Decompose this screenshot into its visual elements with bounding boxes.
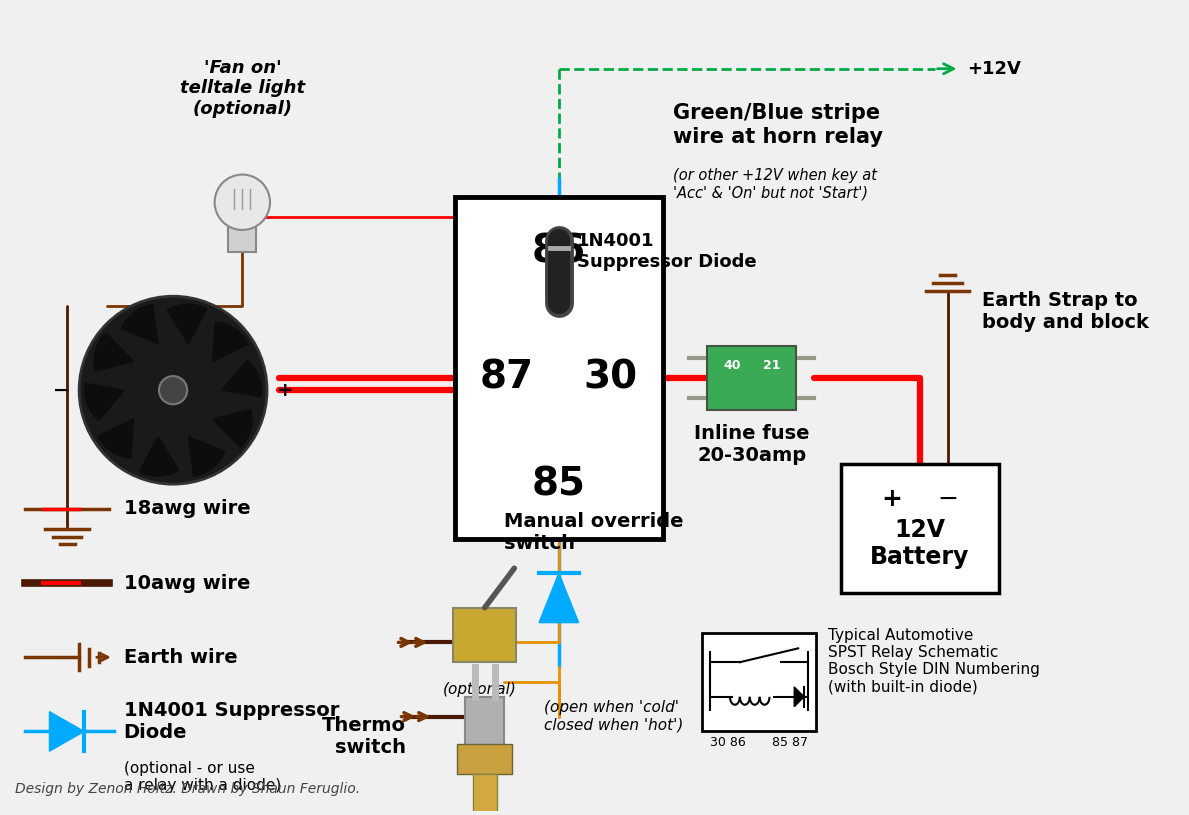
Text: (or other +12V when key at
'Acc' & 'On' but not 'Start'): (or other +12V when key at 'Acc' & 'On' … [673,168,876,200]
Text: 30 86: 30 86 [710,737,746,749]
Text: (open when 'cold'
closed when 'hot'): (open when 'cold' closed when 'hot') [545,700,684,733]
Text: +12V: +12V [968,59,1021,77]
Wedge shape [97,419,133,458]
Text: (optional - or use
a relay with a diode): (optional - or use a relay with a diode) [124,761,281,794]
Polygon shape [539,573,579,623]
Polygon shape [794,687,804,707]
Bar [228,212,256,252]
Text: Typical Automotive
SPST Relay Schematic
Bosch Style DIN Numbering
(with built-in: Typical Automotive SPST Relay Schematic … [828,628,1039,694]
Bar [457,744,512,774]
Text: 87: 87 [480,359,534,397]
Wedge shape [121,305,158,344]
Wedge shape [213,322,249,362]
Text: 86: 86 [531,233,586,271]
Bar [703,632,816,731]
Wedge shape [84,383,124,421]
Text: 12V
Battery: 12V Battery [870,518,969,570]
Wedge shape [188,437,225,476]
Bar [841,465,999,593]
Text: 1N4001 Suppressor
Diode: 1N4001 Suppressor Diode [124,701,339,742]
Bar [453,608,516,663]
Text: 1N4001
Suppressor Diode: 1N4001 Suppressor Diode [577,232,756,271]
Text: (optional): (optional) [442,682,517,697]
Text: 85 87: 85 87 [772,737,809,749]
Bar [707,346,797,411]
Text: 85: 85 [531,465,586,503]
Text: 'Fan on'
telltale light
(optional): 'Fan on' telltale light (optional) [180,59,304,118]
Text: 21: 21 [762,359,780,372]
Text: Thermo
switch: Thermo switch [321,716,405,757]
Text: Inline fuse
20-30amp: Inline fuse 20-30amp [694,425,810,465]
Text: −: − [937,487,958,511]
Text: 18awg wire: 18awg wire [124,500,250,518]
Text: 30: 30 [584,359,637,397]
Text: 10awg wire: 10awg wire [124,574,250,593]
Text: −: − [52,381,69,399]
Wedge shape [94,333,133,371]
Text: +: + [277,381,294,399]
Bar [465,697,504,747]
Text: Manual override
switch: Manual override switch [504,513,684,553]
Text: Earth wire: Earth wire [124,648,238,667]
Circle shape [159,376,187,404]
Text: +: + [882,487,902,511]
Bar [455,197,662,539]
Text: Earth Strap to
body and block: Earth Strap to body and block [982,291,1149,332]
Text: 40: 40 [723,359,741,372]
Wedge shape [222,360,262,397]
Polygon shape [50,711,84,751]
Text: Design by Zenon Holtz. Drawn by Shaun Feruglio.: Design by Zenon Holtz. Drawn by Shaun Fe… [14,782,360,795]
Bar [473,774,497,813]
Text: Green/Blue stripe
wire at horn relay: Green/Blue stripe wire at horn relay [673,104,882,147]
Wedge shape [168,304,207,344]
Wedge shape [139,437,178,476]
Wedge shape [213,409,252,447]
Circle shape [80,296,268,484]
Circle shape [215,174,270,230]
